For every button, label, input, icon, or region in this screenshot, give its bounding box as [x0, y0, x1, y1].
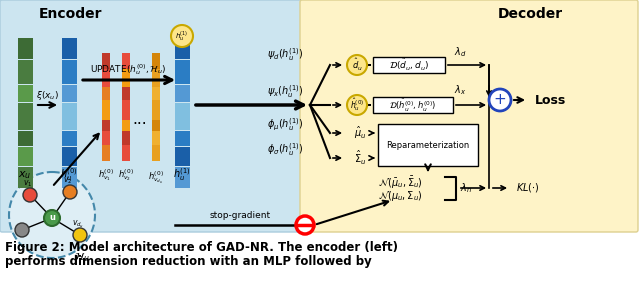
Text: +: +	[493, 92, 506, 108]
Bar	[152, 145, 160, 161]
Bar	[62, 60, 77, 84]
Text: $\phi_\sigma(h_u^{(1)})$: $\phi_\sigma(h_u^{(1)})$	[267, 141, 303, 158]
Bar	[102, 69, 110, 87]
Text: $\phi_\mu(h_u^{(1)})$: $\phi_\mu(h_u^{(1)})$	[267, 117, 303, 133]
Text: $\psi_d(h_u^{(1)})$: $\psi_d(h_u^{(1)})$	[267, 46, 303, 63]
Circle shape	[23, 188, 37, 202]
Text: $v_1$: $v_1$	[23, 179, 33, 189]
Bar	[152, 87, 160, 100]
Text: Encoder: Encoder	[38, 7, 102, 21]
Text: $\xi(x_u)$: $\xi(x_u)$	[36, 90, 58, 102]
Text: $h_{v_{d_u}}^{(0)}$: $h_{v_{d_u}}^{(0)}$	[148, 170, 164, 186]
Text: $\hat{h}_u^{(0)}$: $\hat{h}_u^{(0)}$	[350, 96, 364, 113]
Text: $\mathcal{N}(\mu_u, \Sigma_u)$: $\mathcal{N}(\mu_u, \Sigma_u)$	[378, 189, 422, 203]
Text: $\hat{d}_u$: $\hat{d}_u$	[351, 57, 362, 73]
Text: $\hat{\Sigma}_u$: $\hat{\Sigma}_u$	[354, 149, 366, 167]
Circle shape	[63, 185, 77, 199]
Text: Reparameterization: Reparameterization	[387, 141, 470, 150]
Bar	[18, 60, 33, 84]
Bar	[122, 69, 130, 87]
Text: $\hat{\mu}_u$: $\hat{\mu}_u$	[354, 125, 366, 141]
Text: $v_{d_u}$: $v_{d_u}$	[72, 218, 84, 230]
Text: $v_2$: $v_2$	[63, 176, 73, 186]
Text: Decoder: Decoder	[497, 7, 563, 21]
Text: $x_u$: $x_u$	[19, 169, 32, 181]
Bar	[122, 131, 130, 145]
Bar	[102, 100, 110, 120]
Text: ...: ...	[132, 113, 147, 127]
Bar	[175, 147, 190, 166]
Circle shape	[9, 172, 95, 258]
Text: $h_{v_1}^{(0)}$: $h_{v_1}^{(0)}$	[98, 167, 114, 183]
Text: $\lambda_d$: $\lambda_d$	[454, 45, 467, 59]
Circle shape	[171, 25, 193, 47]
Bar	[62, 167, 77, 188]
Circle shape	[73, 228, 87, 242]
Bar	[18, 147, 33, 166]
Bar	[62, 131, 77, 146]
Bar	[18, 131, 33, 146]
Bar	[122, 100, 130, 120]
Bar	[122, 145, 130, 161]
Circle shape	[296, 216, 314, 234]
Bar	[373, 57, 445, 73]
Bar	[122, 87, 130, 100]
Text: $\mathcal{D}(\hat{h}_u^{(0)}, h_u^{(0)})$: $\mathcal{D}(\hat{h}_u^{(0)}, h_u^{(0)})…	[389, 96, 436, 114]
Bar	[152, 69, 160, 87]
Circle shape	[44, 210, 60, 226]
Text: $KL(\cdot)$: $KL(\cdot)$	[516, 181, 540, 195]
Bar	[175, 167, 190, 188]
Text: Figure 2: Model architecture of GAD-NR. The encoder (left): Figure 2: Model architecture of GAD-NR. …	[5, 241, 398, 253]
Bar	[373, 97, 453, 113]
Text: $h_{v_2}^{(0)}$: $h_{v_2}^{(0)}$	[118, 167, 134, 183]
Bar	[18, 38, 33, 59]
Bar	[102, 87, 110, 100]
Text: $\lambda_n$: $\lambda_n$	[460, 181, 472, 195]
Bar	[378, 124, 478, 166]
Text: $\lambda_x$: $\lambda_x$	[454, 83, 466, 97]
Circle shape	[489, 89, 511, 111]
Text: $\mathcal{N}(\bar{\mu}_u, \bar{\Sigma}_u)$: $\mathcal{N}(\bar{\mu}_u, \bar{\Sigma}_u…	[378, 175, 422, 191]
Text: $\mathcal{D}(\hat{d}_u, d_u)$: $\mathcal{D}(\hat{d}_u, d_u)$	[389, 57, 429, 73]
Bar	[152, 53, 160, 69]
FancyBboxPatch shape	[300, 0, 638, 232]
Bar	[18, 103, 33, 130]
Circle shape	[15, 223, 29, 237]
Bar	[62, 103, 77, 130]
Bar	[102, 145, 110, 161]
Bar	[102, 131, 110, 145]
Text: $h_u^{(1)}$: $h_u^{(1)}$	[175, 29, 189, 43]
Bar	[122, 120, 130, 131]
Bar	[175, 60, 190, 84]
Text: $\psi_x(h_u^{(1)})$: $\psi_x(h_u^{(1)})$	[267, 84, 303, 100]
FancyBboxPatch shape	[0, 0, 304, 232]
Bar	[152, 120, 160, 131]
Bar	[175, 131, 190, 146]
Circle shape	[347, 55, 367, 75]
Bar	[175, 103, 190, 130]
Bar	[175, 85, 190, 102]
Bar	[152, 100, 160, 120]
Bar	[102, 120, 110, 131]
Bar	[175, 38, 190, 59]
Text: UPDATE$(h_u^{(0)}, \mathcal{H}_u)$: UPDATE$(h_u^{(0)}, \mathcal{H}_u)$	[90, 63, 166, 77]
Text: $h_u^{(0)}$: $h_u^{(0)}$	[60, 166, 78, 183]
Bar	[122, 53, 130, 69]
Bar	[18, 167, 33, 188]
Text: ...: ...	[17, 239, 26, 249]
Circle shape	[347, 95, 367, 115]
Text: $h_u^{(1)}$: $h_u^{(1)}$	[173, 166, 191, 183]
Text: Loss: Loss	[534, 94, 566, 106]
Bar	[62, 38, 77, 59]
Bar	[62, 85, 77, 102]
Bar	[102, 53, 110, 69]
Text: stop-gradient: stop-gradient	[209, 212, 271, 220]
Bar	[62, 147, 77, 166]
Text: $\mathcal{H}_u$: $\mathcal{H}_u$	[74, 252, 90, 264]
Text: u: u	[49, 214, 55, 222]
Bar	[152, 131, 160, 145]
Text: performs dimension reduction with an MLP followed by: performs dimension reduction with an MLP…	[5, 255, 372, 269]
Bar	[18, 85, 33, 102]
